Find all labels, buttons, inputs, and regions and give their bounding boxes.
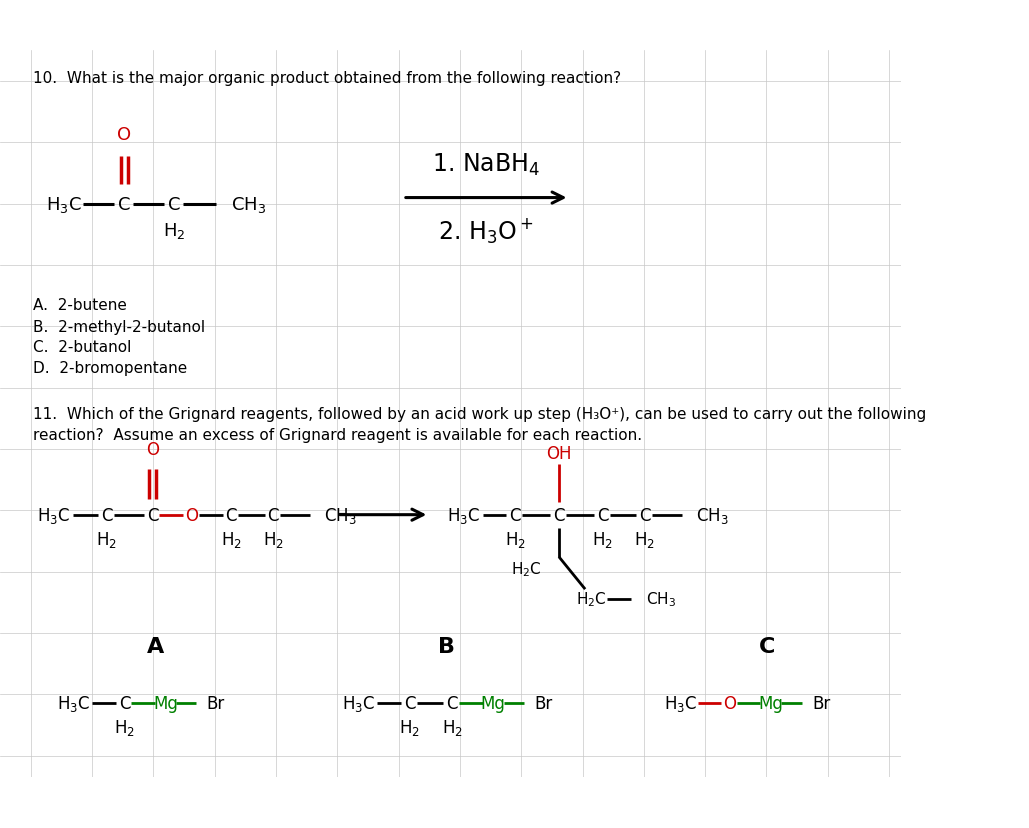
Text: 2. H$_3$O$^+$: 2. H$_3$O$^+$: [438, 217, 534, 246]
Text: $\mathregular{H_3C}$: $\mathregular{H_3C}$: [447, 505, 480, 525]
Text: $\mathregular{H_2}$: $\mathregular{H_2}$: [504, 530, 526, 550]
Text: $\mathregular{H_2}$: $\mathregular{H_2}$: [221, 530, 242, 550]
Text: C: C: [554, 506, 565, 524]
Text: C: C: [759, 636, 776, 657]
Text: $\mathregular{CH_3}$: $\mathregular{CH_3}$: [324, 505, 357, 525]
Text: Mg: Mg: [481, 694, 505, 712]
Text: $\mathregular{H_2C}$: $\mathregular{H_2C}$: [576, 590, 607, 609]
Text: O: O: [723, 694, 736, 712]
Text: C: C: [168, 195, 180, 214]
Text: Br: Br: [207, 694, 225, 712]
Text: $\mathregular{H_2}$: $\mathregular{H_2}$: [634, 530, 655, 550]
Text: D.  2-bromopentane: D. 2-bromopentane: [33, 360, 187, 376]
Text: O: O: [117, 126, 132, 143]
Text: $\mathregular{CH_3}$: $\mathregular{CH_3}$: [232, 195, 267, 214]
Text: B.  2-methyl-2-butanol: B. 2-methyl-2-butanol: [33, 320, 206, 335]
Text: C: C: [147, 506, 158, 524]
Text: C: C: [509, 506, 521, 524]
Text: $\mathregular{H_3C}$: $\mathregular{H_3C}$: [664, 693, 698, 713]
Text: $\mathregular{H_2}$: $\mathregular{H_2}$: [114, 717, 135, 737]
Text: $\mathregular{H_3C}$: $\mathregular{H_3C}$: [57, 693, 91, 713]
Text: C: C: [225, 506, 237, 524]
Text: C: C: [268, 506, 279, 524]
Text: $\mathregular{H_2C}$: $\mathregular{H_2C}$: [510, 560, 541, 579]
Text: C: C: [118, 694, 130, 712]
Text: C: C: [639, 506, 650, 524]
Text: $\mathregular{H_2}$: $\mathregular{H_2}$: [97, 530, 117, 550]
Text: C: C: [447, 694, 458, 712]
Text: O: O: [185, 506, 199, 524]
Text: C.  2-butanol: C. 2-butanol: [33, 339, 132, 354]
Text: $\mathregular{H_2}$: $\mathregular{H_2}$: [262, 530, 284, 550]
Text: $\mathregular{H_2}$: $\mathregular{H_2}$: [593, 530, 613, 550]
Text: O: O: [146, 440, 158, 459]
Text: Mg: Mg: [758, 694, 783, 712]
Text: Br: Br: [812, 694, 830, 712]
Text: A.  2-butene: A. 2-butene: [33, 297, 128, 312]
Text: $\mathregular{H_3C}$: $\mathregular{H_3C}$: [37, 505, 70, 525]
Text: B: B: [438, 636, 455, 657]
Text: 11.  Which of the Grignard reagents, followed by an acid work up step (H₃O⁺), ca: 11. Which of the Grignard reagents, foll…: [33, 407, 926, 422]
Text: OH: OH: [546, 445, 572, 463]
Text: $\mathregular{CH_3}$: $\mathregular{CH_3}$: [646, 590, 677, 609]
Text: $\mathregular{H_2}$: $\mathregular{H_2}$: [163, 221, 185, 241]
Text: C: C: [597, 506, 608, 524]
Text: A: A: [147, 636, 165, 657]
Text: C: C: [404, 694, 416, 712]
Text: $\mathregular{H_2}$: $\mathregular{H_2}$: [399, 717, 421, 737]
Text: C: C: [118, 195, 131, 214]
Text: 1. NaBH$_4$: 1. NaBH$_4$: [432, 152, 540, 178]
Text: Mg: Mg: [153, 694, 178, 712]
Text: $\mathregular{H_3C}$: $\mathregular{H_3C}$: [342, 693, 375, 713]
Text: $\mathregular{H_3C}$: $\mathregular{H_3C}$: [45, 195, 81, 214]
Text: Br: Br: [534, 694, 553, 712]
Text: reaction?  Assume an excess of Grignard reagent is available for each reaction.: reaction? Assume an excess of Grignard r…: [33, 427, 642, 442]
Text: $\mathregular{CH_3}$: $\mathregular{CH_3}$: [696, 505, 729, 525]
Text: 10.  What is the major organic product obtained from the following reaction?: 10. What is the major organic product ob…: [33, 70, 622, 85]
Text: C: C: [101, 506, 112, 524]
Text: $\mathregular{H_2}$: $\mathregular{H_2}$: [441, 717, 462, 737]
